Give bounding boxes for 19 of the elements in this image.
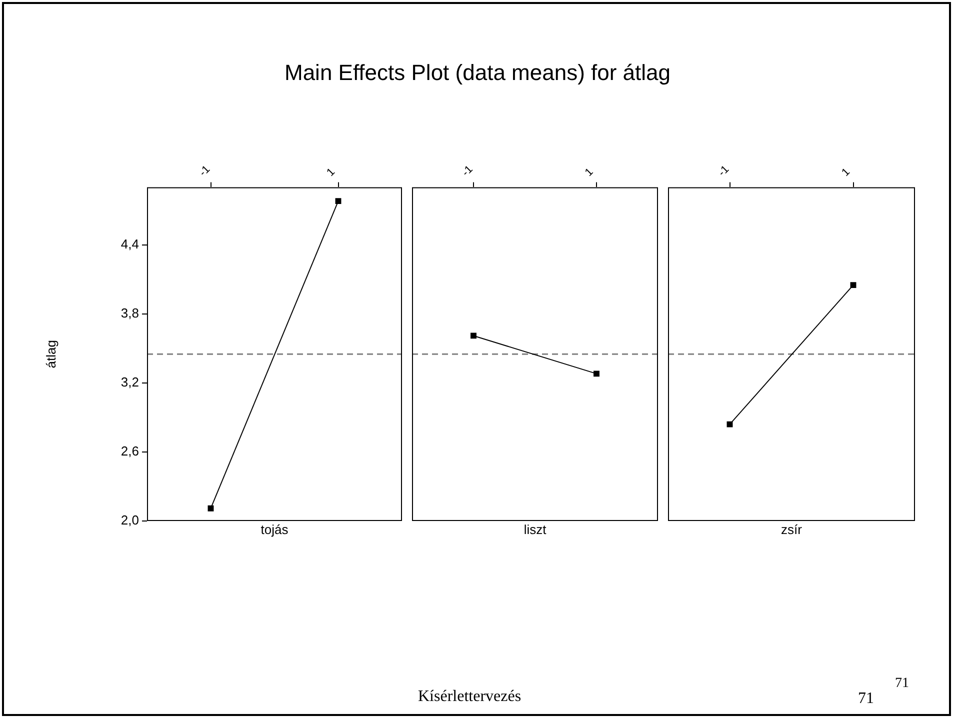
text: 71 <box>895 676 909 692</box>
y-tick-label: 2,0 <box>120 512 139 528</box>
x-tick-label: -1 <box>460 163 476 179</box>
y-tick-label: 3,8 <box>120 305 139 320</box>
text: Kísérlettervezés <box>418 688 522 706</box>
x-tick-label: -1 <box>197 163 213 179</box>
x-axis-title: tojás <box>260 522 289 538</box>
y-tick-label: 2,6 <box>120 444 139 459</box>
y-tick-label: 4,4 <box>120 236 139 252</box>
text: 71 <box>858 690 874 708</box>
x-tick-label: 1 <box>840 166 853 179</box>
x-axis-title: liszt <box>524 522 547 538</box>
x-tick-label: 1 <box>324 166 338 179</box>
text: Main Effects Plot (data means) for átlag <box>284 60 672 86</box>
y-tick-label: 3,2 <box>120 374 139 390</box>
x-axis-title: zsír <box>781 522 803 538</box>
y-axis-title: átlag <box>43 340 58 368</box>
x-tick-label: -1 <box>716 163 732 179</box>
x-tick-label: 1 <box>582 166 596 179</box>
